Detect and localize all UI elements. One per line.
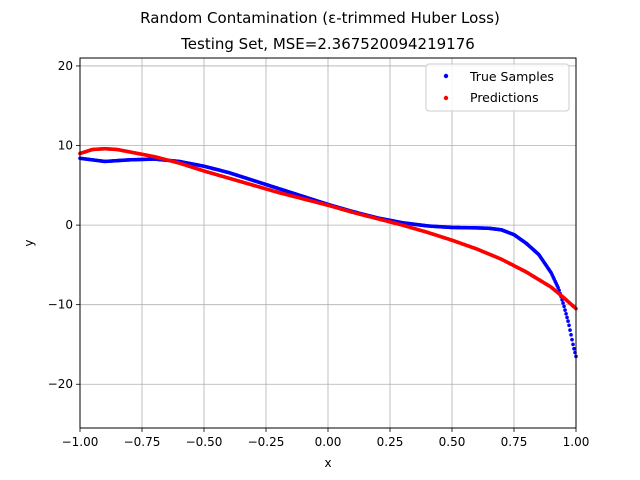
x-tick-label: 1.00 xyxy=(563,435,590,449)
data-point xyxy=(572,346,576,351)
data-point xyxy=(563,308,567,312)
legend-marker-true-samples xyxy=(443,73,449,79)
data-point xyxy=(567,323,571,328)
legend-box xyxy=(425,63,570,112)
data-point xyxy=(566,319,570,323)
chart-subtitle: Testing Set, MSE=2.367520094219176 xyxy=(180,35,475,53)
data-point xyxy=(568,328,572,332)
data-point xyxy=(564,311,568,316)
x-tick-label: 0.50 xyxy=(439,435,466,449)
legend-marker-predictions xyxy=(443,95,449,101)
data-point xyxy=(562,304,566,309)
grid xyxy=(79,58,577,428)
x-axis-label: x xyxy=(324,456,331,470)
series-predictions xyxy=(78,146,578,311)
legend: True Samples Predictions xyxy=(425,63,570,112)
y-tick-label: −20 xyxy=(48,377,73,391)
data-point xyxy=(571,342,575,347)
chart-title: Random Contamination (ε-trimmed Huber Lo… xyxy=(140,9,500,27)
x-tick-label: −0.50 xyxy=(186,435,223,449)
x-tick-label: 0.25 xyxy=(377,435,404,449)
y-tick-label: 10 xyxy=(58,139,73,153)
x-tick-label: 0.75 xyxy=(501,435,528,449)
y-tick-label: 0 xyxy=(65,218,73,232)
y-tick-label: 20 xyxy=(58,59,73,73)
x-tick-label: −0.25 xyxy=(248,435,285,449)
legend-label-predictions: Predictions xyxy=(470,90,539,105)
data-point xyxy=(561,301,565,305)
y-tick-label: −10 xyxy=(48,298,73,312)
ticks: −1.00 −0.75 −0.50 −0.25 0.00 0.25 0.50 0.75 1.00… xyxy=(48,59,590,449)
legend-label-true-samples: True Samples xyxy=(469,69,554,84)
x-tick-label: −1.00 xyxy=(62,435,99,449)
data-point xyxy=(569,333,573,337)
data-point xyxy=(570,337,574,342)
x-tick-label: −0.75 xyxy=(124,435,161,449)
data-point xyxy=(565,315,569,320)
series-layer xyxy=(78,146,578,359)
x-tick-label: 0.00 xyxy=(315,435,342,449)
y-axis-label: y xyxy=(22,239,36,246)
